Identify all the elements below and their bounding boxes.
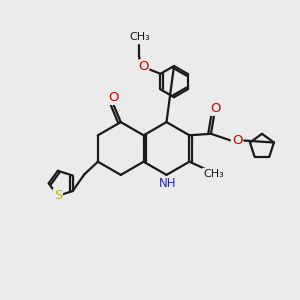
Text: O: O <box>210 102 221 115</box>
Text: O: O <box>108 91 119 104</box>
Text: O: O <box>138 60 148 74</box>
Text: O: O <box>232 134 242 147</box>
Text: S: S <box>54 189 62 203</box>
Text: CH₃: CH₃ <box>203 169 224 179</box>
Text: NH: NH <box>159 177 177 190</box>
Text: CH₃: CH₃ <box>129 32 150 42</box>
